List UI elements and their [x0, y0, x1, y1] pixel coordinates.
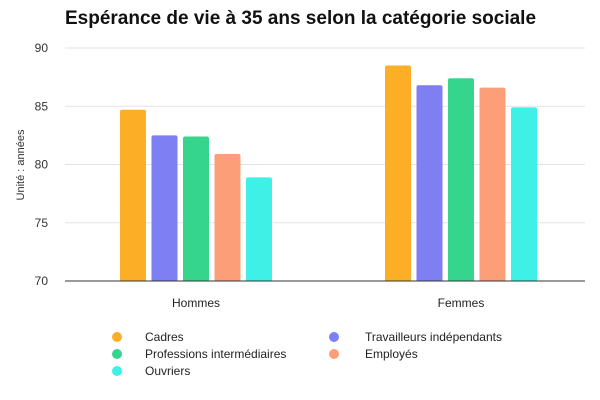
y-tick-label: 70: [35, 274, 49, 288]
legend-item: Ouvriers: [112, 364, 190, 378]
bar-0-0: [120, 109, 146, 282]
y-tick-label: 75: [35, 216, 49, 230]
y-tick-label: 80: [35, 158, 49, 172]
y-tick-label: 90: [35, 41, 49, 55]
legend: Cadres Travailleurs indépendants Professio…: [112, 330, 502, 378]
y-axis-ticks: 70 75 80 85 90: [35, 41, 49, 288]
y-axis-label: Unité : années: [15, 129, 27, 200]
bar-0-4: [246, 177, 272, 281]
legend-label: Professions intermédiaires: [145, 347, 286, 361]
legend-label: Travailleurs indépendants: [365, 330, 502, 344]
legend-label: Ouvriers: [145, 364, 190, 378]
bar-1-4: [511, 107, 537, 281]
bar-0-2: [183, 136, 209, 281]
bar-1-1: [416, 85, 443, 281]
bar-0-1: [151, 135, 178, 281]
bars: [120, 65, 537, 282]
legend-swatch: [112, 349, 122, 359]
x-category-label: Femmes: [438, 296, 485, 310]
bar-1-2: [448, 78, 474, 281]
chart-title: Espérance de vie à 35 ans selon la catég…: [65, 8, 536, 29]
y-tick-label: 85: [35, 99, 49, 113]
legend-item: Travailleurs indépendants: [329, 330, 502, 344]
legend-swatch: [112, 366, 122, 376]
legend-item: Employés: [329, 347, 418, 361]
bar-0-3: [214, 154, 241, 281]
legend-label: Cadres: [145, 330, 184, 344]
legend-swatch: [329, 349, 339, 359]
legend-label: Employés: [365, 347, 418, 361]
bar-1-0: [385, 65, 411, 281]
legend-swatch: [329, 332, 339, 342]
x-axis-categories: Hommes Femmes: [172, 296, 484, 310]
legend-swatch: [112, 332, 122, 342]
bar-1-3: [479, 87, 506, 281]
legend-item: Professions intermédiaires: [112, 347, 286, 361]
x-category-label: Hommes: [172, 296, 220, 310]
legend-item: Cadres: [112, 330, 184, 344]
